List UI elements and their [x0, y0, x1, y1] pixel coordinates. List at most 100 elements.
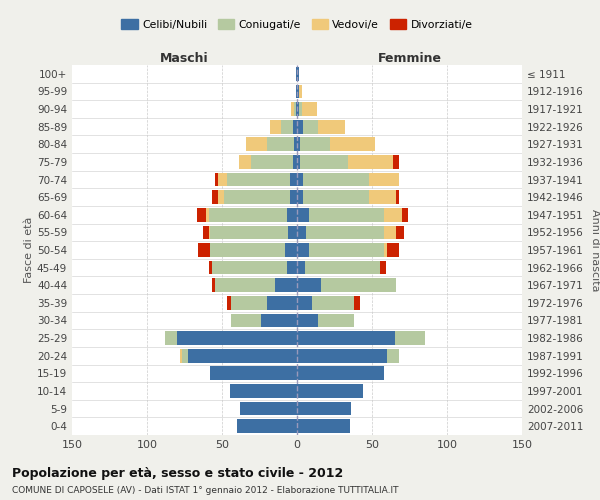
Bar [285, 243, 297, 257]
Bar [267, 296, 297, 310]
Bar [294, 138, 297, 151]
Bar [287, 208, 297, 222]
Bar [290, 172, 297, 186]
Bar [210, 243, 285, 257]
Bar [212, 278, 215, 292]
Bar [303, 120, 318, 134]
Bar [297, 226, 306, 239]
Bar [297, 172, 303, 186]
Y-axis label: Fasce di età: Fasce di età [24, 217, 34, 283]
Bar [393, 155, 399, 169]
Bar [231, 314, 261, 328]
Bar [380, 260, 386, 274]
Bar [297, 190, 303, 204]
Bar [218, 172, 227, 186]
Bar [297, 155, 300, 169]
Bar [180, 349, 182, 362]
Bar [369, 190, 396, 204]
Bar [275, 278, 297, 292]
Bar [330, 138, 375, 151]
Bar [309, 243, 384, 257]
Text: Femmine: Femmine [377, 52, 442, 65]
Bar [303, 190, 369, 204]
Bar [165, 331, 177, 345]
Text: Maschi: Maschi [160, 52, 209, 65]
Bar [212, 260, 287, 274]
Bar [299, 84, 302, 98]
Bar [205, 208, 209, 222]
Bar [287, 260, 297, 274]
Bar [177, 331, 297, 345]
Bar [212, 190, 218, 204]
Bar [297, 314, 318, 328]
Bar [227, 172, 290, 186]
Bar [297, 296, 312, 310]
Bar [197, 208, 205, 222]
Bar [303, 172, 369, 186]
Bar [209, 208, 287, 222]
Bar [270, 120, 281, 134]
Bar [203, 226, 209, 239]
Bar [296, 67, 297, 80]
Bar [215, 278, 275, 292]
Text: COMUNE DI CAPOSELE (AV) - Dati ISTAT 1° gennaio 2012 - Elaborazione TUTTITALIA.I: COMUNE DI CAPOSELE (AV) - Dati ISTAT 1° … [12, 486, 398, 495]
Bar [396, 226, 404, 239]
Bar [318, 120, 345, 134]
Bar [239, 155, 251, 169]
Bar [395, 331, 425, 345]
Y-axis label: Anni di nascita: Anni di nascita [590, 209, 600, 291]
Bar [291, 102, 294, 116]
Bar [297, 331, 395, 345]
Bar [300, 155, 348, 169]
Bar [296, 102, 297, 116]
Bar [215, 172, 218, 186]
Bar [210, 366, 297, 380]
Bar [297, 208, 309, 222]
Bar [209, 260, 212, 274]
Bar [300, 138, 330, 151]
Bar [294, 102, 296, 116]
Bar [297, 349, 387, 362]
Bar [302, 102, 317, 116]
Bar [231, 296, 267, 310]
Bar [309, 208, 384, 222]
Bar [288, 226, 297, 239]
Bar [297, 84, 299, 98]
Bar [297, 243, 309, 257]
Bar [384, 208, 402, 222]
Bar [240, 402, 297, 415]
Bar [229, 384, 297, 398]
Bar [318, 314, 354, 328]
Bar [297, 138, 300, 151]
Bar [297, 102, 299, 116]
Bar [290, 190, 297, 204]
Bar [354, 296, 360, 310]
Bar [182, 349, 187, 362]
Bar [296, 84, 297, 98]
Legend: Celibi/Nubili, Coniugati/e, Vedovi/e, Divorziati/e: Celibi/Nubili, Coniugati/e, Vedovi/e, Di… [117, 15, 477, 34]
Bar [293, 155, 297, 169]
Bar [297, 278, 321, 292]
Bar [237, 420, 297, 433]
Bar [218, 190, 223, 204]
Bar [369, 172, 399, 186]
Bar [267, 138, 294, 151]
Bar [209, 226, 210, 239]
Bar [387, 349, 399, 362]
Bar [396, 190, 399, 204]
Bar [246, 138, 267, 151]
Bar [321, 278, 396, 292]
Bar [293, 120, 297, 134]
Bar [210, 226, 288, 239]
Bar [281, 120, 293, 134]
Bar [312, 296, 354, 310]
Bar [261, 314, 297, 328]
Bar [251, 155, 293, 169]
Bar [299, 102, 302, 116]
Bar [297, 120, 303, 134]
Text: Popolazione per età, sesso e stato civile - 2012: Popolazione per età, sesso e stato civil… [12, 468, 343, 480]
Bar [297, 402, 351, 415]
Bar [387, 243, 399, 257]
Bar [297, 420, 349, 433]
Bar [223, 190, 290, 204]
